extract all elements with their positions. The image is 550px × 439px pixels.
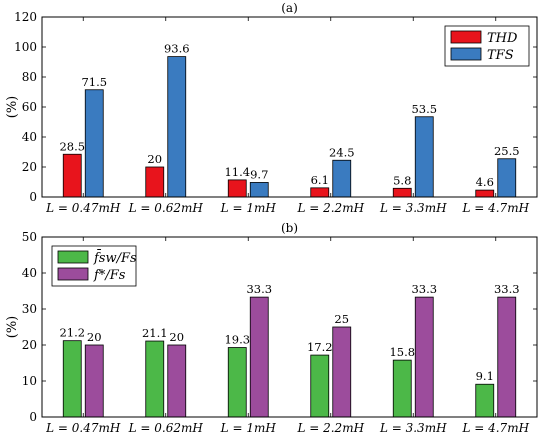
bar-fstar — [167, 344, 187, 418]
data-label: 5.8 — [393, 173, 411, 187]
bar-fsw — [62, 340, 82, 418]
x-tick-label: L = 0.62mH — [128, 421, 204, 435]
legend-b-label-1: f*/Fs — [93, 268, 126, 283]
data-label: 25 — [334, 312, 349, 326]
bar-thd — [310, 187, 330, 198]
bar-thd — [475, 189, 495, 198]
legend-b-label-0: f̄sw/Fs — [93, 249, 137, 266]
x-tick-label: L = 1mH — [220, 421, 277, 435]
x-tick-label: L = 0.47mH — [45, 421, 121, 435]
legend-swatch — [57, 250, 89, 264]
x-tick-label: L = 2.2mH — [296, 201, 364, 215]
bar-fstar — [497, 296, 517, 418]
data-label: 93.6 — [164, 42, 190, 56]
bar-fsw — [310, 354, 330, 418]
data-label: 19.3 — [224, 333, 250, 347]
bar-fstar — [84, 344, 104, 418]
bar-fsw — [475, 383, 495, 418]
data-label: 9.7 — [250, 167, 268, 181]
y-tick-label: 100 — [14, 40, 37, 54]
y-axis-label: (%) — [5, 96, 20, 119]
x-tick-label: L = 0.62mH — [128, 201, 204, 215]
data-label: 9.1 — [476, 369, 494, 383]
data-label: 11.4 — [224, 165, 250, 179]
data-label: 6.1 — [311, 173, 329, 187]
x-tick-label: L = 3.3mH — [379, 201, 447, 215]
data-label: 20 — [169, 330, 184, 344]
bar-tfs — [249, 182, 269, 198]
bar-fstar — [332, 326, 352, 418]
y-tick-label: 50 — [22, 230, 37, 244]
chart-title: (b) — [281, 221, 298, 235]
y-tick-label: 60 — [22, 100, 37, 114]
bar-tfs — [84, 89, 104, 198]
bar-fsw — [227, 347, 247, 418]
y-tick-label: 10 — [22, 374, 37, 388]
legend-swatch — [450, 30, 482, 44]
y-tick-label: 40 — [22, 130, 37, 144]
bar-fstar — [414, 296, 434, 418]
legend: THD TFS — [444, 25, 530, 67]
bar-fsw — [145, 340, 165, 418]
x-tick-label: L = 0.47mH — [45, 201, 121, 215]
data-label: 4.6 — [476, 175, 494, 189]
bar-tfs — [414, 116, 434, 198]
data-label: 33.3 — [494, 282, 520, 296]
y-tick-label: 20 — [22, 160, 37, 174]
bar-tfs — [167, 56, 187, 198]
data-label: 25.5 — [494, 144, 520, 158]
legend-swatch — [450, 47, 482, 61]
y-tick-label: 40 — [22, 266, 37, 280]
x-tick-label: L = 3.3mH — [379, 421, 447, 435]
legend: f̄sw/Fs f*/Fs — [51, 245, 137, 287]
data-label: 33.3 — [411, 282, 437, 296]
chart-panel-a: (a) (%) 0 20 40 60 80 100 120 28.5 71.5 L = 0.47mH 2… — [5, 1, 538, 215]
legend-a-label-1: TFS — [487, 48, 514, 63]
x-tick-label: L = 4.7mH — [461, 201, 529, 215]
bar-thd — [392, 187, 412, 198]
bar-thd — [227, 179, 247, 198]
data-label: 20 — [87, 330, 102, 344]
plot-frame — [41, 16, 538, 198]
data-label: 71.5 — [81, 75, 107, 89]
plot-frame — [41, 236, 538, 418]
data-label: 15.8 — [389, 345, 415, 359]
y-tick-label: 80 — [22, 70, 37, 84]
bar-thd — [62, 153, 82, 198]
bar-thd — [145, 166, 165, 198]
data-label: 53.5 — [411, 102, 437, 116]
data-label: 17.2 — [307, 340, 333, 354]
y-tick-label: 120 — [14, 10, 37, 24]
legend-swatch — [57, 267, 89, 281]
bar-fsw — [392, 359, 412, 418]
data-label: 20 — [147, 152, 162, 166]
bar-tfs — [497, 158, 517, 198]
data-label: 33.3 — [246, 282, 272, 296]
data-label: 21.1 — [142, 326, 168, 340]
y-tick-label: 20 — [22, 338, 37, 352]
x-tick-label: L = 4.7mH — [461, 421, 529, 435]
y-tick-label: 30 — [22, 302, 37, 316]
bar-tfs — [332, 159, 352, 198]
y-tick-label: 0 — [29, 410, 37, 424]
data-label: 28.5 — [59, 139, 85, 153]
bar-fstar — [249, 296, 269, 418]
y-axis-label: (%) — [5, 316, 20, 339]
x-tick-label: L = 1mH — [220, 201, 277, 215]
y-tick-label: 0 — [29, 190, 37, 204]
x-tick-label: L = 2.2mH — [296, 421, 364, 435]
data-label: 21.2 — [59, 326, 85, 340]
legend-a-label-0: THD — [487, 31, 518, 46]
chart-title: (a) — [281, 1, 298, 15]
data-label: 24.5 — [329, 145, 355, 159]
